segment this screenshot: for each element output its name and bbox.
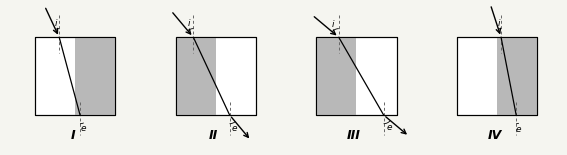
Text: II: II <box>209 129 218 142</box>
Bar <box>316 37 397 115</box>
Bar <box>176 37 256 115</box>
Text: i: i <box>332 20 334 29</box>
Text: e: e <box>81 124 86 133</box>
Text: e: e <box>515 125 521 134</box>
Bar <box>316 37 397 115</box>
Text: i: i <box>55 19 57 28</box>
Text: III: III <box>347 129 361 142</box>
Bar <box>457 37 537 115</box>
Text: I: I <box>70 129 75 142</box>
Bar <box>316 37 357 115</box>
Bar <box>75 37 116 115</box>
Bar <box>35 37 116 115</box>
Text: i: i <box>498 19 500 28</box>
Text: i: i <box>187 19 190 28</box>
Bar <box>497 37 537 115</box>
Bar <box>176 37 216 115</box>
Text: IV: IV <box>487 129 501 142</box>
Bar <box>457 37 537 115</box>
Text: e: e <box>232 124 237 133</box>
Text: e: e <box>387 124 392 133</box>
Bar <box>35 37 116 115</box>
Bar <box>176 37 256 115</box>
